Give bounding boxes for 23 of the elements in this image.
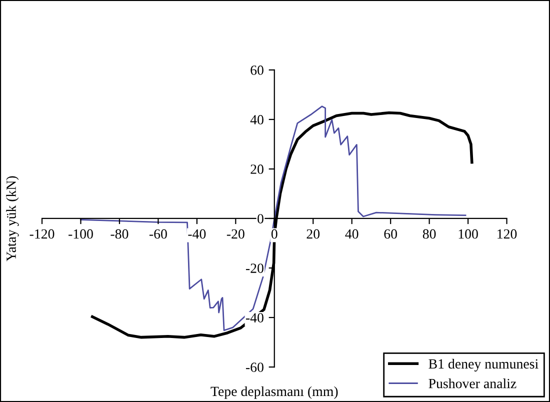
y-axis-title: Yatay yük (kN) <box>6 176 19 262</box>
x-tick-label: -20 <box>226 229 244 239</box>
y-tick-label: 40 <box>250 115 264 124</box>
x-tick-label: 20 <box>306 229 320 239</box>
y-tick-label: -60 <box>246 362 264 372</box>
x-tick-label: 100 <box>458 229 478 239</box>
x-tick-label: -40 <box>188 229 206 239</box>
x-tick-label: 120 <box>498 229 517 239</box>
x-axis-title: Tepe deplasmanı (mm) <box>210 386 338 399</box>
x-tick-label: -100 <box>68 229 93 239</box>
x-tick-label: 60 <box>384 229 397 239</box>
y-tick-label: -20 <box>246 264 264 273</box>
x-tick-label: -120 <box>30 229 54 239</box>
legend-label: B1 deney numunesi <box>428 358 538 372</box>
x-tick-label: 80 <box>422 229 436 239</box>
y-tick-label: 60 <box>250 66 264 75</box>
x-tick-label: 40 <box>345 229 358 239</box>
legend-label: Pushover analiz <box>428 378 516 388</box>
y-tick-label: -40 <box>246 313 264 322</box>
x-tick-label: -80 <box>110 229 128 239</box>
y-tick-label: 20 <box>250 164 264 174</box>
y-tick-label: 0 <box>258 214 264 224</box>
x-tick-label: -60 <box>149 229 167 239</box>
